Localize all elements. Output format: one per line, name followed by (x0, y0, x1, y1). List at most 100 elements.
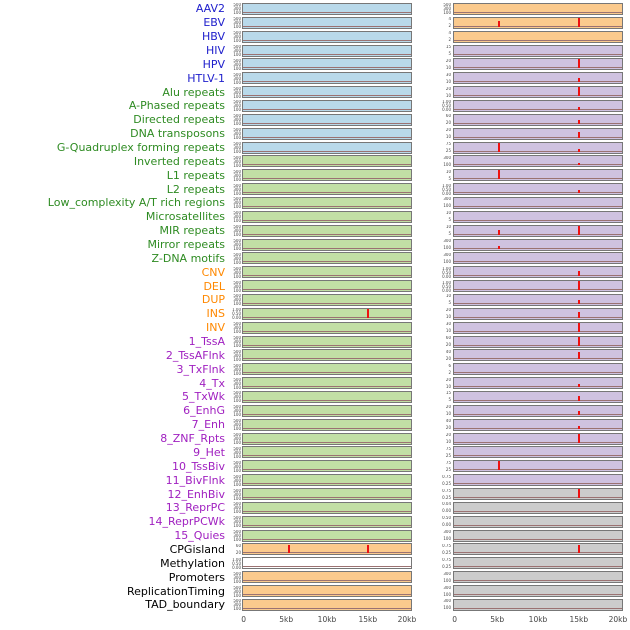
y-tick-label: 500 (233, 502, 241, 507)
track-label: 8_ZNF_Rpts (160, 432, 225, 446)
y-tick-label: 20 (445, 308, 451, 313)
y-tick-label: 100 (233, 259, 241, 264)
y-tick-label: 300 (443, 571, 451, 576)
y-tick-label: 5 (448, 231, 451, 237)
signal-baseline (243, 136, 411, 138)
signal-baseline (454, 510, 622, 512)
left-y-axis: 500 300 100 (228, 100, 242, 111)
y-tick-label: 300 (233, 352, 241, 358)
right-y-axis: 20 10 (412, 433, 453, 444)
track-row: AAV2 500 300 100 500 300 100 (0, 2, 630, 16)
track-row: 4_Tx 500 300 100 20 10 (0, 376, 630, 390)
signal-baseline (243, 247, 411, 249)
signal-baseline (454, 219, 622, 221)
track-row: Methylation 1.00 0.50 0.00 0.75 0.25 (0, 556, 630, 570)
y-tick-label: 100 (233, 162, 241, 167)
left-y-axis: 500 300 100 (228, 475, 242, 486)
signal-baseline (243, 497, 411, 498)
y-tick-label: 500 (233, 169, 241, 174)
right-track-panel (453, 474, 623, 487)
track-label: 1_TssA (188, 335, 225, 349)
track-label: G-Quadruplex forming repeats (56, 141, 225, 155)
track-row: 13_ReprPC 500 300 100 0.04 0.00 (0, 501, 630, 515)
right-track-panel (453, 196, 623, 209)
y-tick-label: 500 (233, 363, 241, 368)
track-label: 3_TxFlnk (176, 362, 225, 376)
track-label: 6_EnhG (183, 404, 225, 418)
left-y-axis: 500 300 100 (228, 114, 242, 125)
track-row: 7_Enh 500 300 100 40 20 (0, 418, 630, 432)
signal-baseline (454, 164, 622, 166)
left-y-axis: 500 300 100 (228, 502, 242, 513)
right-track-panel (453, 418, 623, 431)
signal-baseline (243, 510, 411, 512)
y-tick-label: 100 (233, 592, 241, 597)
y-tick-label: 10 (445, 134, 451, 140)
right-track-panel (453, 335, 623, 348)
y-tick-label: 300 (233, 145, 241, 151)
x-tick-label: 0 (452, 614, 458, 624)
right-y-axis: 30 10 (412, 322, 453, 333)
x-tick-label: 15kb (358, 614, 378, 624)
y-tick-label: 20 (445, 405, 451, 410)
y-tick-label: 100 (233, 370, 241, 375)
track-row: INV 500 300 100 30 10 (0, 321, 630, 335)
y-tick-label: 0.75 (442, 488, 451, 493)
signal-baseline (454, 150, 622, 152)
right-y-axis: 300 100 (412, 253, 453, 264)
y-tick-label: 300 (233, 574, 241, 580)
y-tick-label: 1.00 (442, 183, 451, 188)
signal-baseline (243, 594, 411, 596)
y-tick-label: 500 (233, 294, 241, 299)
y-tick-label: 100 (233, 79, 241, 84)
y-tick-label: 0.04 (442, 502, 451, 507)
signal-spike (578, 162, 581, 166)
right-y-axis: 10 5 (412, 294, 453, 305)
y-tick-label: 300 (233, 325, 241, 331)
left-track-panel (242, 224, 412, 237)
signal-baseline (454, 108, 622, 110)
y-tick-label: 500 (233, 58, 241, 63)
track-row: Z-DNA motifs 500 300 100 300 100 (0, 251, 630, 265)
signal-baseline (454, 25, 622, 27)
y-tick-label: 100 (233, 440, 241, 445)
signal-baseline (454, 233, 622, 235)
track-row: 10_TssBiv 500 300 100 75 25 (0, 459, 630, 473)
track-label: 5_TxWk (182, 390, 225, 404)
left-track-panel (242, 99, 412, 112)
y-tick-label: 0.25 (442, 563, 451, 569)
y-tick-label: 300 (233, 505, 241, 511)
left-track-panel (242, 557, 412, 570)
y-tick-label: 100 (233, 537, 241, 542)
y-tick-label: 100 (443, 591, 451, 597)
track-row: HIV 500 300 100 15 5 (0, 44, 630, 58)
track-row: DEL 500 300 100 1.00 0.50 0.00 (0, 279, 630, 293)
signal-baseline (454, 192, 622, 194)
right-y-axis: 60 20 (412, 114, 453, 125)
signal-baseline (243, 164, 411, 166)
y-tick-label: 500 (233, 405, 241, 410)
track-label: Mirror repeats (147, 238, 226, 252)
track-row: HBV 500 300 100 4 2 (0, 30, 630, 44)
right-track-panel (453, 363, 623, 376)
track-row: HTLV-1 500 300 100 30 10 (0, 71, 630, 85)
track-row: MIR repeats 500 300 100 10 5 (0, 224, 630, 238)
track-row: 15_Quies 500 300 100 300 100 (0, 529, 630, 543)
left-y-axis: 500 300 100 (228, 45, 242, 56)
signal-baseline (243, 469, 411, 471)
y-tick-label: 100 (233, 93, 241, 98)
left-track-panel (242, 377, 412, 390)
signal-baseline (243, 580, 411, 582)
right-track-panel (453, 155, 623, 168)
track-label: Directed repeats (133, 113, 225, 127)
right-track-panel (453, 266, 623, 279)
right-track-panel (453, 460, 623, 473)
right-track-panel (453, 210, 623, 223)
signal-baseline (243, 95, 411, 97)
left-track-panel (242, 515, 412, 528)
y-tick-label: 300 (443, 599, 451, 604)
right-y-axis: 500 300 100 (412, 3, 453, 14)
y-tick-label: 10 (445, 92, 451, 98)
y-tick-label: 100 (443, 161, 451, 167)
y-tick-label: 0.50 (232, 311, 241, 317)
